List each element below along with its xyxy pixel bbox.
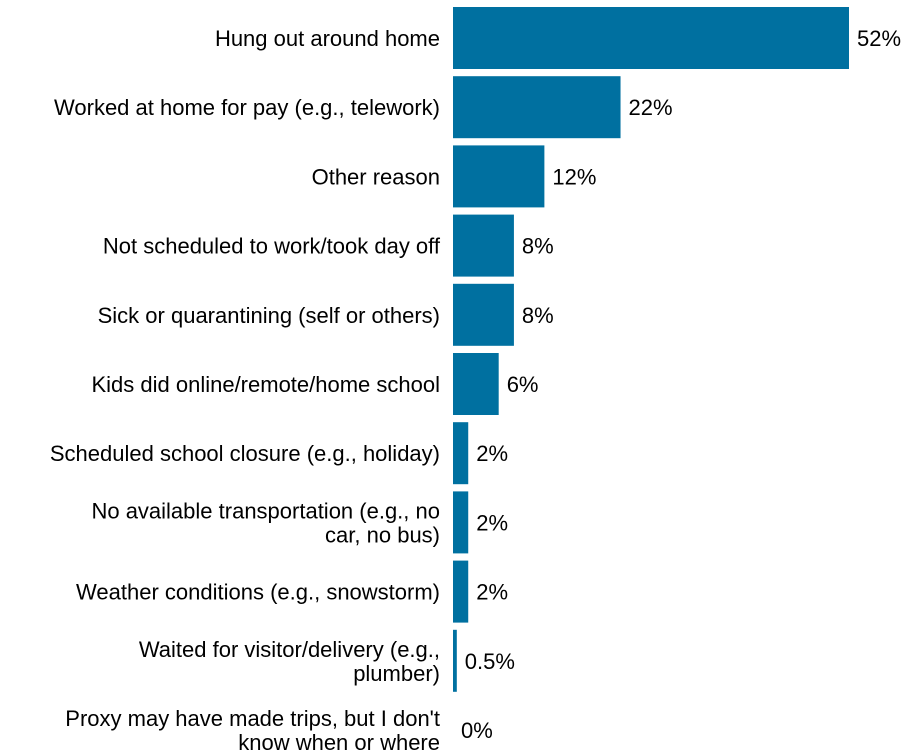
bars-group — [453, 7, 849, 692]
value-label-9: 0.5% — [465, 649, 515, 674]
category-label-0: Hung out around home — [215, 26, 440, 51]
value-label-5: 6% — [507, 372, 539, 397]
bar-3 — [453, 214, 514, 277]
value-label-10: 0% — [461, 718, 493, 743]
category-label-4: Sick or quarantining (self or others) — [98, 303, 440, 328]
bar-1 — [453, 76, 621, 139]
bar-0 — [453, 7, 849, 69]
bar-6 — [453, 422, 469, 485]
bar-8 — [453, 560, 469, 623]
category-label-10: Proxy may have made trips, but I don't kn… — [65, 706, 440, 753]
value-label-1: 22% — [629, 95, 673, 120]
category-label-1: Worked at home for pay (e.g., telework) — [54, 95, 440, 120]
category-label-5: Kids did online/remote/home school — [91, 372, 440, 397]
value-label-4: 8% — [522, 303, 554, 328]
value-label-8: 2% — [476, 580, 508, 605]
category-label-9: Waited for visitor/delivery (e.g., plumbe… — [139, 637, 440, 686]
category-labels: Hung out around home Worked at home for p… — [50, 26, 441, 753]
bar-4 — [453, 283, 514, 346]
value-label-3: 8% — [522, 234, 554, 259]
bar-2 — [453, 145, 545, 208]
value-label-2: 12% — [552, 164, 596, 189]
value-label-6: 2% — [476, 441, 508, 466]
category-label-8: Weather conditions (e.g., snowstorm) — [76, 580, 440, 605]
value-label-7: 2% — [476, 510, 508, 535]
bar-7 — [453, 491, 469, 554]
bar-9 — [453, 629, 457, 692]
category-label-6: Scheduled school closure (e.g., holiday) — [50, 441, 440, 466]
value-label-0: 52% — [857, 26, 901, 51]
category-label-7: No available transportation (e.g., no car… — [91, 498, 440, 547]
category-label-3: Not scheduled to work/took day off — [103, 234, 441, 259]
bar-5 — [453, 353, 499, 415]
value-labels: 52% 22% 12% 8% 8% 6% 2% 2% 2% 0.5% 0% — [461, 26, 901, 743]
category-label-2: Other reason — [312, 164, 440, 189]
